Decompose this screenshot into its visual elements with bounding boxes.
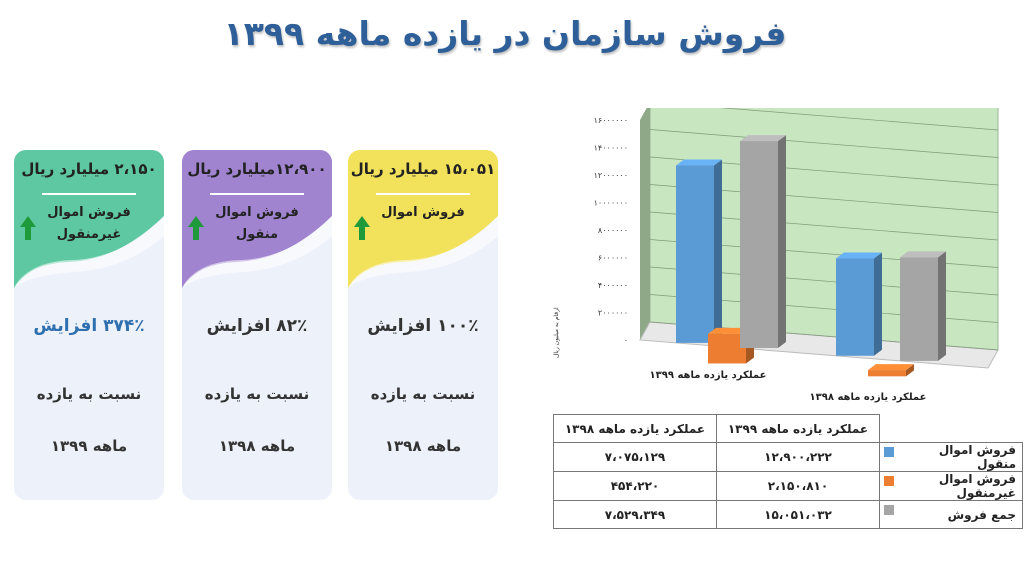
card-comparison-line1: نسبت به یازده	[370, 385, 476, 403]
x-category-label: عملکرد یازده ماهه ۱۳۹۸	[810, 392, 927, 403]
table-row: فروش اموال منقول ۱۲،۹۰۰،۲۲۲ ۷،۰۷۵،۱۲۹	[553, 442, 1023, 472]
table-cell: ۲،۱۵۰،۸۱۰	[716, 471, 880, 501]
arrow-up-icon	[354, 216, 370, 240]
card-total-sales: ۱۵،۰۵۱ میلیارد ریال فروش اموال ۱۰۰٪ افزا…	[348, 150, 498, 500]
bar	[676, 165, 714, 343]
table-cell: ۱۵،۰۵۱،۰۳۲	[716, 500, 880, 529]
card-comparison: نسبت به یازده ماهه ۱۳۹۹	[14, 368, 164, 472]
y-tick-label: ۱۴۰۰۰۰۰۰	[594, 144, 628, 153]
table-header-1399: عملکرد یازده ماهه ۱۳۹۹	[716, 414, 880, 443]
card-movable-sales: ۱۲،۹۰۰میلیارد ریال فروش اموال منقول ۸۲٪ …	[182, 150, 332, 500]
bar	[740, 141, 778, 349]
card-comparison-line1: نسبت به یازده	[36, 385, 142, 403]
table-row-label: فروش اموال غیرمنقول	[879, 471, 1023, 501]
table-corner	[880, 415, 1023, 443]
table-row: فروش اموال غیرمنقول ۲،۱۵۰،۸۱۰ ۴۵۴،۲۲۰	[553, 471, 1023, 501]
card-header-bg	[14, 150, 164, 288]
card-header	[348, 150, 498, 288]
bar	[868, 370, 906, 377]
legend-swatch-icon	[884, 447, 894, 457]
y-tick-label: ۶۰۰۰۰۰۰	[598, 254, 628, 263]
card-label: فروش اموال منقول	[200, 202, 314, 246]
card-label: فروش اموال	[366, 202, 480, 224]
bar-side	[874, 252, 882, 356]
bar-top	[836, 252, 882, 259]
legend-swatch-icon	[884, 505, 894, 515]
card-label: فروش اموال غیرمنقول	[32, 202, 146, 246]
card-value: ۱۲،۹۰۰میلیارد ریال	[187, 160, 327, 178]
bar-top	[740, 135, 786, 142]
arrow-up-icon	[20, 216, 36, 240]
table-row: جمع فروش ۱۵،۰۵۱،۰۳۲ ۷،۵۲۹،۳۴۹	[553, 500, 1023, 529]
bar	[836, 258, 874, 356]
bar-side	[906, 364, 914, 377]
card-label-line2: منقول	[235, 227, 279, 242]
card-immovable-sales: ۲،۱۵۰ میلیارد ریال فروش اموال غیرمنقول ۳…	[14, 150, 164, 500]
y-tick-label: ۴۰۰۰۰۰۰	[598, 281, 628, 290]
card-comparison-line1: نسبت به یازده	[204, 385, 310, 403]
chart-gridline	[649, 129, 999, 158]
card-header-wave	[182, 216, 332, 288]
card-label-line2: غیرمنقول	[56, 227, 122, 242]
y-tick-label: ۸۰۰۰۰۰۰	[598, 226, 628, 235]
card-divider	[210, 193, 304, 195]
card-header-bg	[182, 150, 332, 288]
sales-table: عملکرد یازده ماهه ۱۳۹۹ عملکرد یازده ماهه…	[553, 414, 1023, 529]
card-label-line1: فروش اموال	[47, 205, 131, 220]
arrow-up-icon	[188, 216, 204, 240]
bar-top	[868, 364, 914, 371]
card-comparison-line2: ماهه ۱۳۹۸	[218, 437, 296, 455]
chart-gridline	[720, 108, 999, 131]
table-cell: ۴۵۴،۲۲۰	[553, 471, 717, 501]
bar	[900, 257, 938, 361]
bar	[708, 333, 746, 364]
bar-top	[676, 159, 722, 166]
card-header	[14, 150, 164, 288]
card-comparison: نسبت به یازده ماهه ۱۳۹۸	[182, 368, 332, 472]
card-increase: ۱۰۰٪ افزایش	[367, 316, 479, 336]
card-comparison: نسبت به یازده ماهه ۱۳۹۸	[348, 368, 498, 472]
card-value: ۱۵،۰۵۱ میلیارد ریال	[350, 160, 496, 178]
card-header	[182, 150, 332, 288]
y-tick-label: ۲۰۰۰۰۰۰	[598, 309, 628, 318]
bar-side	[778, 135, 786, 349]
sales-bar-chart: ۰ ۲۰۰۰۰۰۰ ۴۰۰۰۰۰۰ ۶۰۰۰۰۰۰ ۸۰۰۰۰۰۰ ۱۰۰۰۰۰۰۰ ۱۲۰…	[553, 108, 999, 403]
y-tick-label: ۰	[624, 336, 628, 345]
card-header-wave	[14, 216, 164, 288]
y-axis-label: ارقام به میلیون ریال	[553, 307, 560, 358]
card-value: ۲،۱۵۰ میلیارد ریال	[21, 160, 157, 178]
card-increase: ۸۲٪ افزایش	[206, 316, 308, 336]
bar-side	[938, 251, 946, 361]
table-row-label: جمع فروش	[879, 500, 1023, 529]
table-cell: ۷،۰۷۵،۱۲۹	[553, 442, 717, 472]
chart-side-wall	[640, 108, 650, 340]
card-divider	[376, 193, 470, 195]
y-tick-label: ۱۶۰۰۰۰۰۰	[594, 116, 628, 125]
table-header-row: عملکرد یازده ماهه ۱۳۹۹ عملکرد یازده ماهه…	[553, 414, 1023, 443]
table-header-1398: عملکرد یازده ماهه ۱۳۹۸	[553, 414, 717, 443]
card-increase: ۳۷۴٪ افزایش	[33, 316, 145, 336]
table-cell: ۱۲،۹۰۰،۲۲۲	[716, 442, 880, 472]
table-row-label: فروش اموال منقول	[879, 442, 1023, 472]
card-label-line1: فروش اموال	[381, 205, 465, 220]
card-header-wave	[348, 216, 498, 288]
card-comparison-line2: ماهه ۱۳۹۸	[384, 437, 462, 455]
card-header-bg	[348, 150, 498, 288]
bar-side	[714, 159, 722, 343]
page-title: فروش سازمان در یازده ماهه ۱۳۹۹	[223, 14, 787, 53]
bar-top	[900, 251, 946, 258]
y-tick-label: ۱۲۰۰۰۰۰۰	[594, 171, 628, 180]
card-divider	[42, 193, 136, 195]
y-tick-label: ۱۰۰۰۰۰۰۰	[594, 199, 628, 208]
table-cell: ۷،۵۲۹،۳۴۹	[553, 500, 717, 529]
card-comparison-line2: ماهه ۱۳۹۹	[50, 437, 128, 455]
card-label-line1: فروش اموال	[215, 205, 299, 220]
legend-swatch-icon	[884, 476, 894, 486]
x-category-label: عملکرد یازده ماهه ۱۳۹۹	[650, 370, 767, 381]
